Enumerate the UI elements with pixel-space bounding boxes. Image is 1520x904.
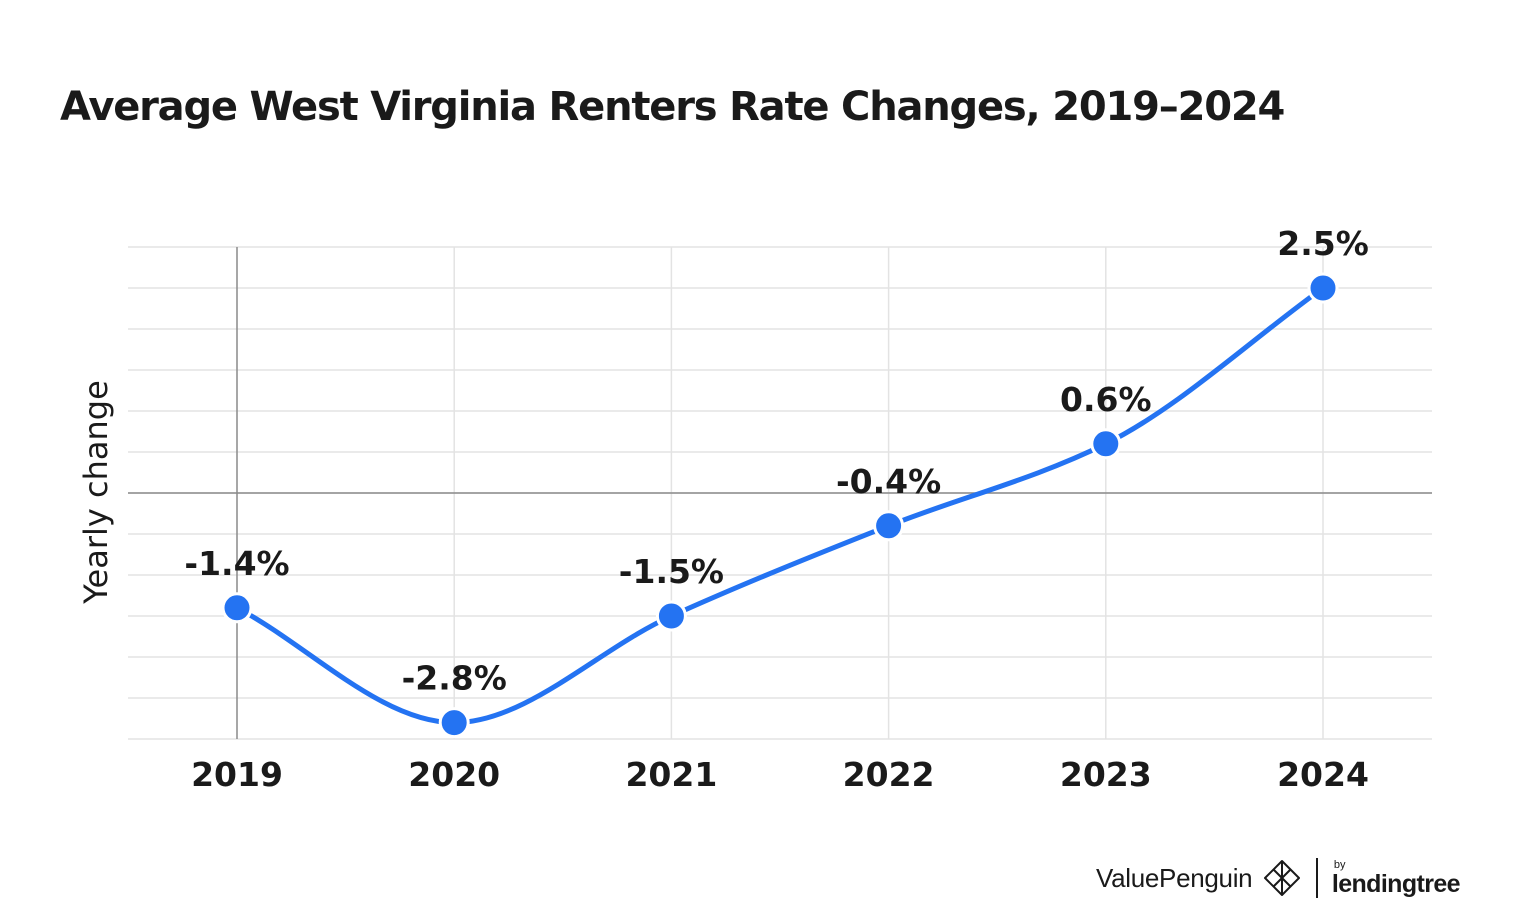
data-point	[1090, 428, 1122, 460]
lendingtree-logo: by lendingtree	[1331, 858, 1461, 898]
lendingtree-logo-text: lendingtree	[1331, 869, 1461, 898]
x-tick-label: 2020	[408, 755, 500, 794]
x-tick-label: 2021	[625, 755, 717, 794]
x-tick-label: 2022	[843, 755, 935, 794]
data-point	[221, 592, 253, 624]
valuepenguin-logo-text: ValuePenguin	[1095, 862, 1253, 893]
series-line	[234, 285, 1326, 726]
valuepenguin-logo-icon	[1264, 860, 1301, 896]
data-point	[438, 707, 470, 739]
chart-title: Average West Virginia Renters Rate Chang…	[60, 84, 1285, 130]
x-tick-label: 2024	[1277, 755, 1369, 794]
axes	[128, 247, 1432, 739]
data-label: -2.8%	[402, 659, 507, 698]
x-tick-labels: 2019 2020 2021 2022 2023 2024	[191, 755, 1369, 794]
data-points	[221, 272, 1339, 739]
data-point	[1307, 272, 1339, 304]
data-label: -0.4%	[836, 462, 941, 501]
y-axis-label: Yearly change	[77, 380, 115, 605]
x-tick-label: 2019	[191, 755, 283, 794]
logo-divider	[1316, 858, 1318, 898]
data-label: 2.5%	[1277, 224, 1369, 263]
data-label: -1.4%	[184, 544, 289, 583]
data-label: -1.5%	[619, 552, 724, 591]
data-point	[873, 510, 905, 542]
x-tick-label: 2023	[1060, 755, 1152, 794]
lendingtree-by-text: by	[1333, 858, 1346, 871]
footer-branding: ValuePenguin by lendingtree	[1095, 856, 1461, 900]
data-point	[655, 600, 687, 632]
data-label: 0.6%	[1060, 380, 1152, 419]
data-labels: -1.4% -2.8% -1.5% -0.4% 0.6% 2.5%	[184, 224, 1368, 698]
